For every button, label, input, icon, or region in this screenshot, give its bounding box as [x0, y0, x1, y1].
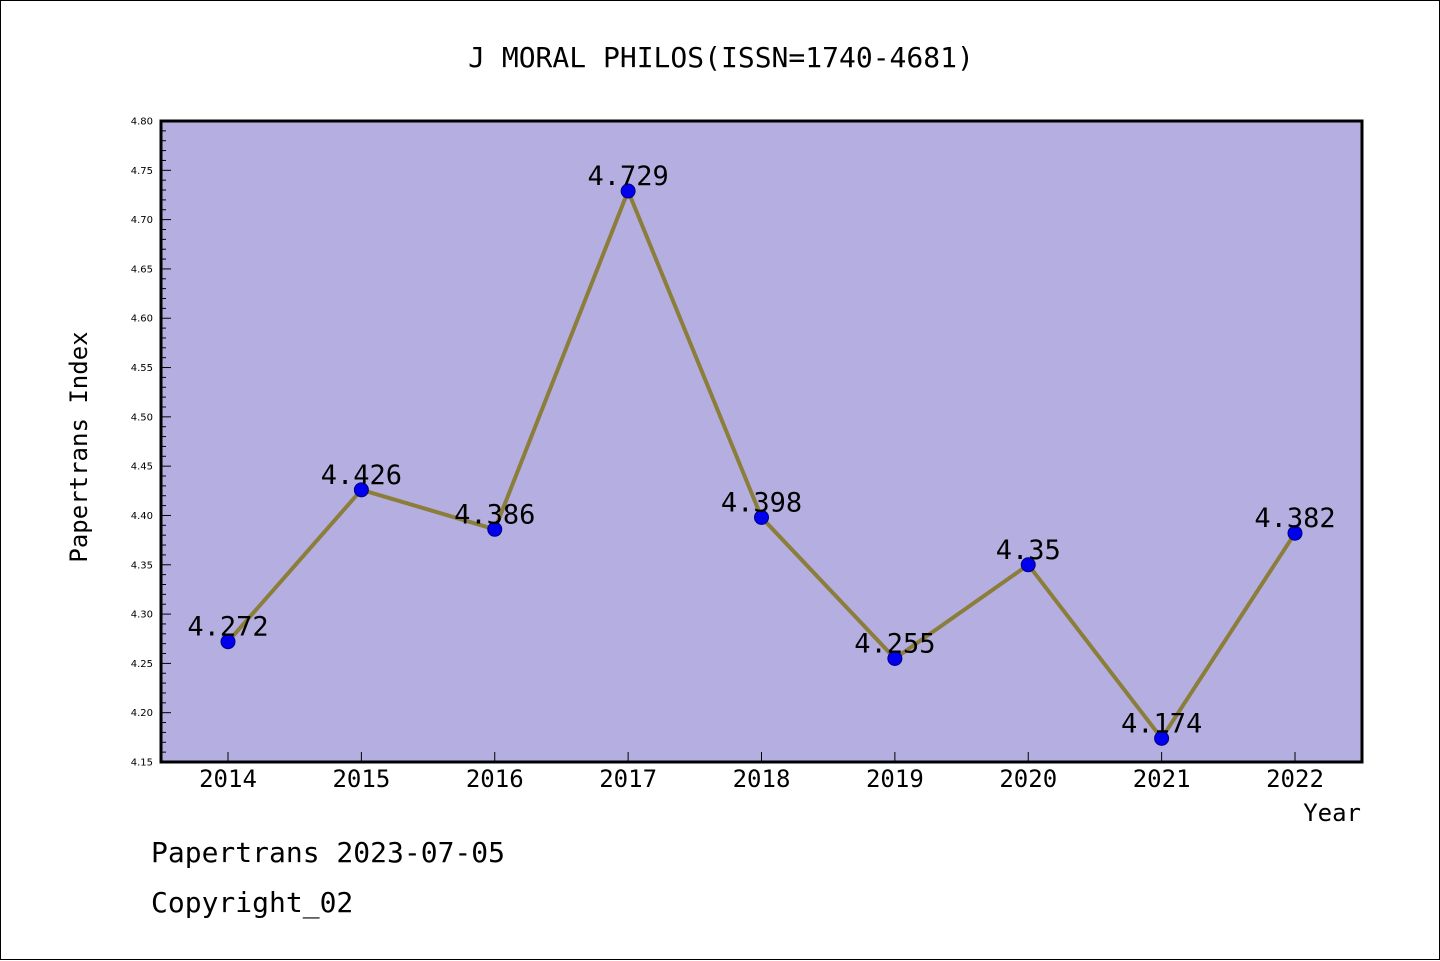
- data-label: 4.398: [721, 487, 802, 518]
- y-tick-label: 4.30: [131, 610, 153, 621]
- data-label: 4.729: [587, 161, 668, 192]
- data-point: [620, 183, 636, 199]
- data-label: 4.255: [854, 628, 935, 659]
- data-point: [487, 521, 503, 537]
- data-label: 4.272: [187, 612, 268, 643]
- x-tick-label: 2017: [599, 765, 657, 793]
- y-tick-label: 4.15: [131, 758, 153, 769]
- chart-title: J MORAL PHILOS(ISSN=1740-4681): [468, 41, 974, 74]
- data-point: [1020, 557, 1036, 573]
- y-tick-label: 4.60: [131, 314, 153, 325]
- y-tick-label: 4.55: [131, 363, 153, 374]
- x-axis-ticks: 2014 2015 2016 2017 2018 2019 2020 2021 2022: [199, 752, 1324, 793]
- data-label: 4.426: [321, 460, 402, 491]
- y-axis-label: Papertrans Index: [65, 331, 93, 562]
- footer-copyright-text: Copyright_02: [151, 886, 354, 919]
- data-labels: 4.272 4.426 4.386 4.729 4.398 4.255 4.35 4.174 4…: [187, 161, 1335, 739]
- data-point: [754, 509, 769, 525]
- x-tick-label: 2018: [733, 765, 791, 793]
- data-label: 4.386: [454, 499, 535, 530]
- data-point: [220, 634, 236, 650]
- y-tick-label: 4.80: [131, 117, 153, 128]
- x-tick-label: 2021: [1133, 765, 1191, 793]
- data-point: [1154, 730, 1170, 746]
- data-point: [353, 482, 369, 498]
- y-tick-label: 4.45: [131, 462, 153, 473]
- x-tick-label: 2019: [866, 765, 924, 793]
- x-tick-label: 2016: [466, 765, 524, 793]
- data-point: [887, 650, 903, 666]
- y-tick-label: 4.25: [131, 659, 153, 670]
- x-tick-label: 2014: [199, 765, 257, 793]
- y-tick-label: 4.20: [131, 708, 153, 719]
- x-axis-label: Year: [1303, 799, 1361, 827]
- y-tick-label: 4.70: [131, 215, 153, 226]
- y-tick-label: 4.75: [131, 166, 153, 177]
- data-points: [220, 183, 1303, 746]
- x-tick-label: 2022: [1266, 765, 1324, 793]
- data-label: 4.174: [1121, 708, 1202, 739]
- x-tick-label: 2015: [332, 765, 390, 793]
- y-axis-ticks: 4.15 4.20 4.25 4.30 4.35 4.40 4.45 4.50 4.55 4.60…: [131, 117, 171, 769]
- data-point: [1287, 525, 1303, 541]
- x-tick-label: 2020: [999, 765, 1057, 793]
- y-tick-label: 4.35: [131, 560, 153, 571]
- y-tick-label: 4.40: [131, 511, 153, 522]
- plot-area: [159, 119, 1364, 764]
- data-label: 4.35: [996, 535, 1061, 566]
- footer-date-text: Papertrans 2023-07-05: [151, 836, 506, 869]
- y-tick-label: 4.50: [131, 412, 153, 423]
- y-tick-label: 4.65: [131, 264, 153, 275]
- data-label: 4.382: [1254, 503, 1335, 534]
